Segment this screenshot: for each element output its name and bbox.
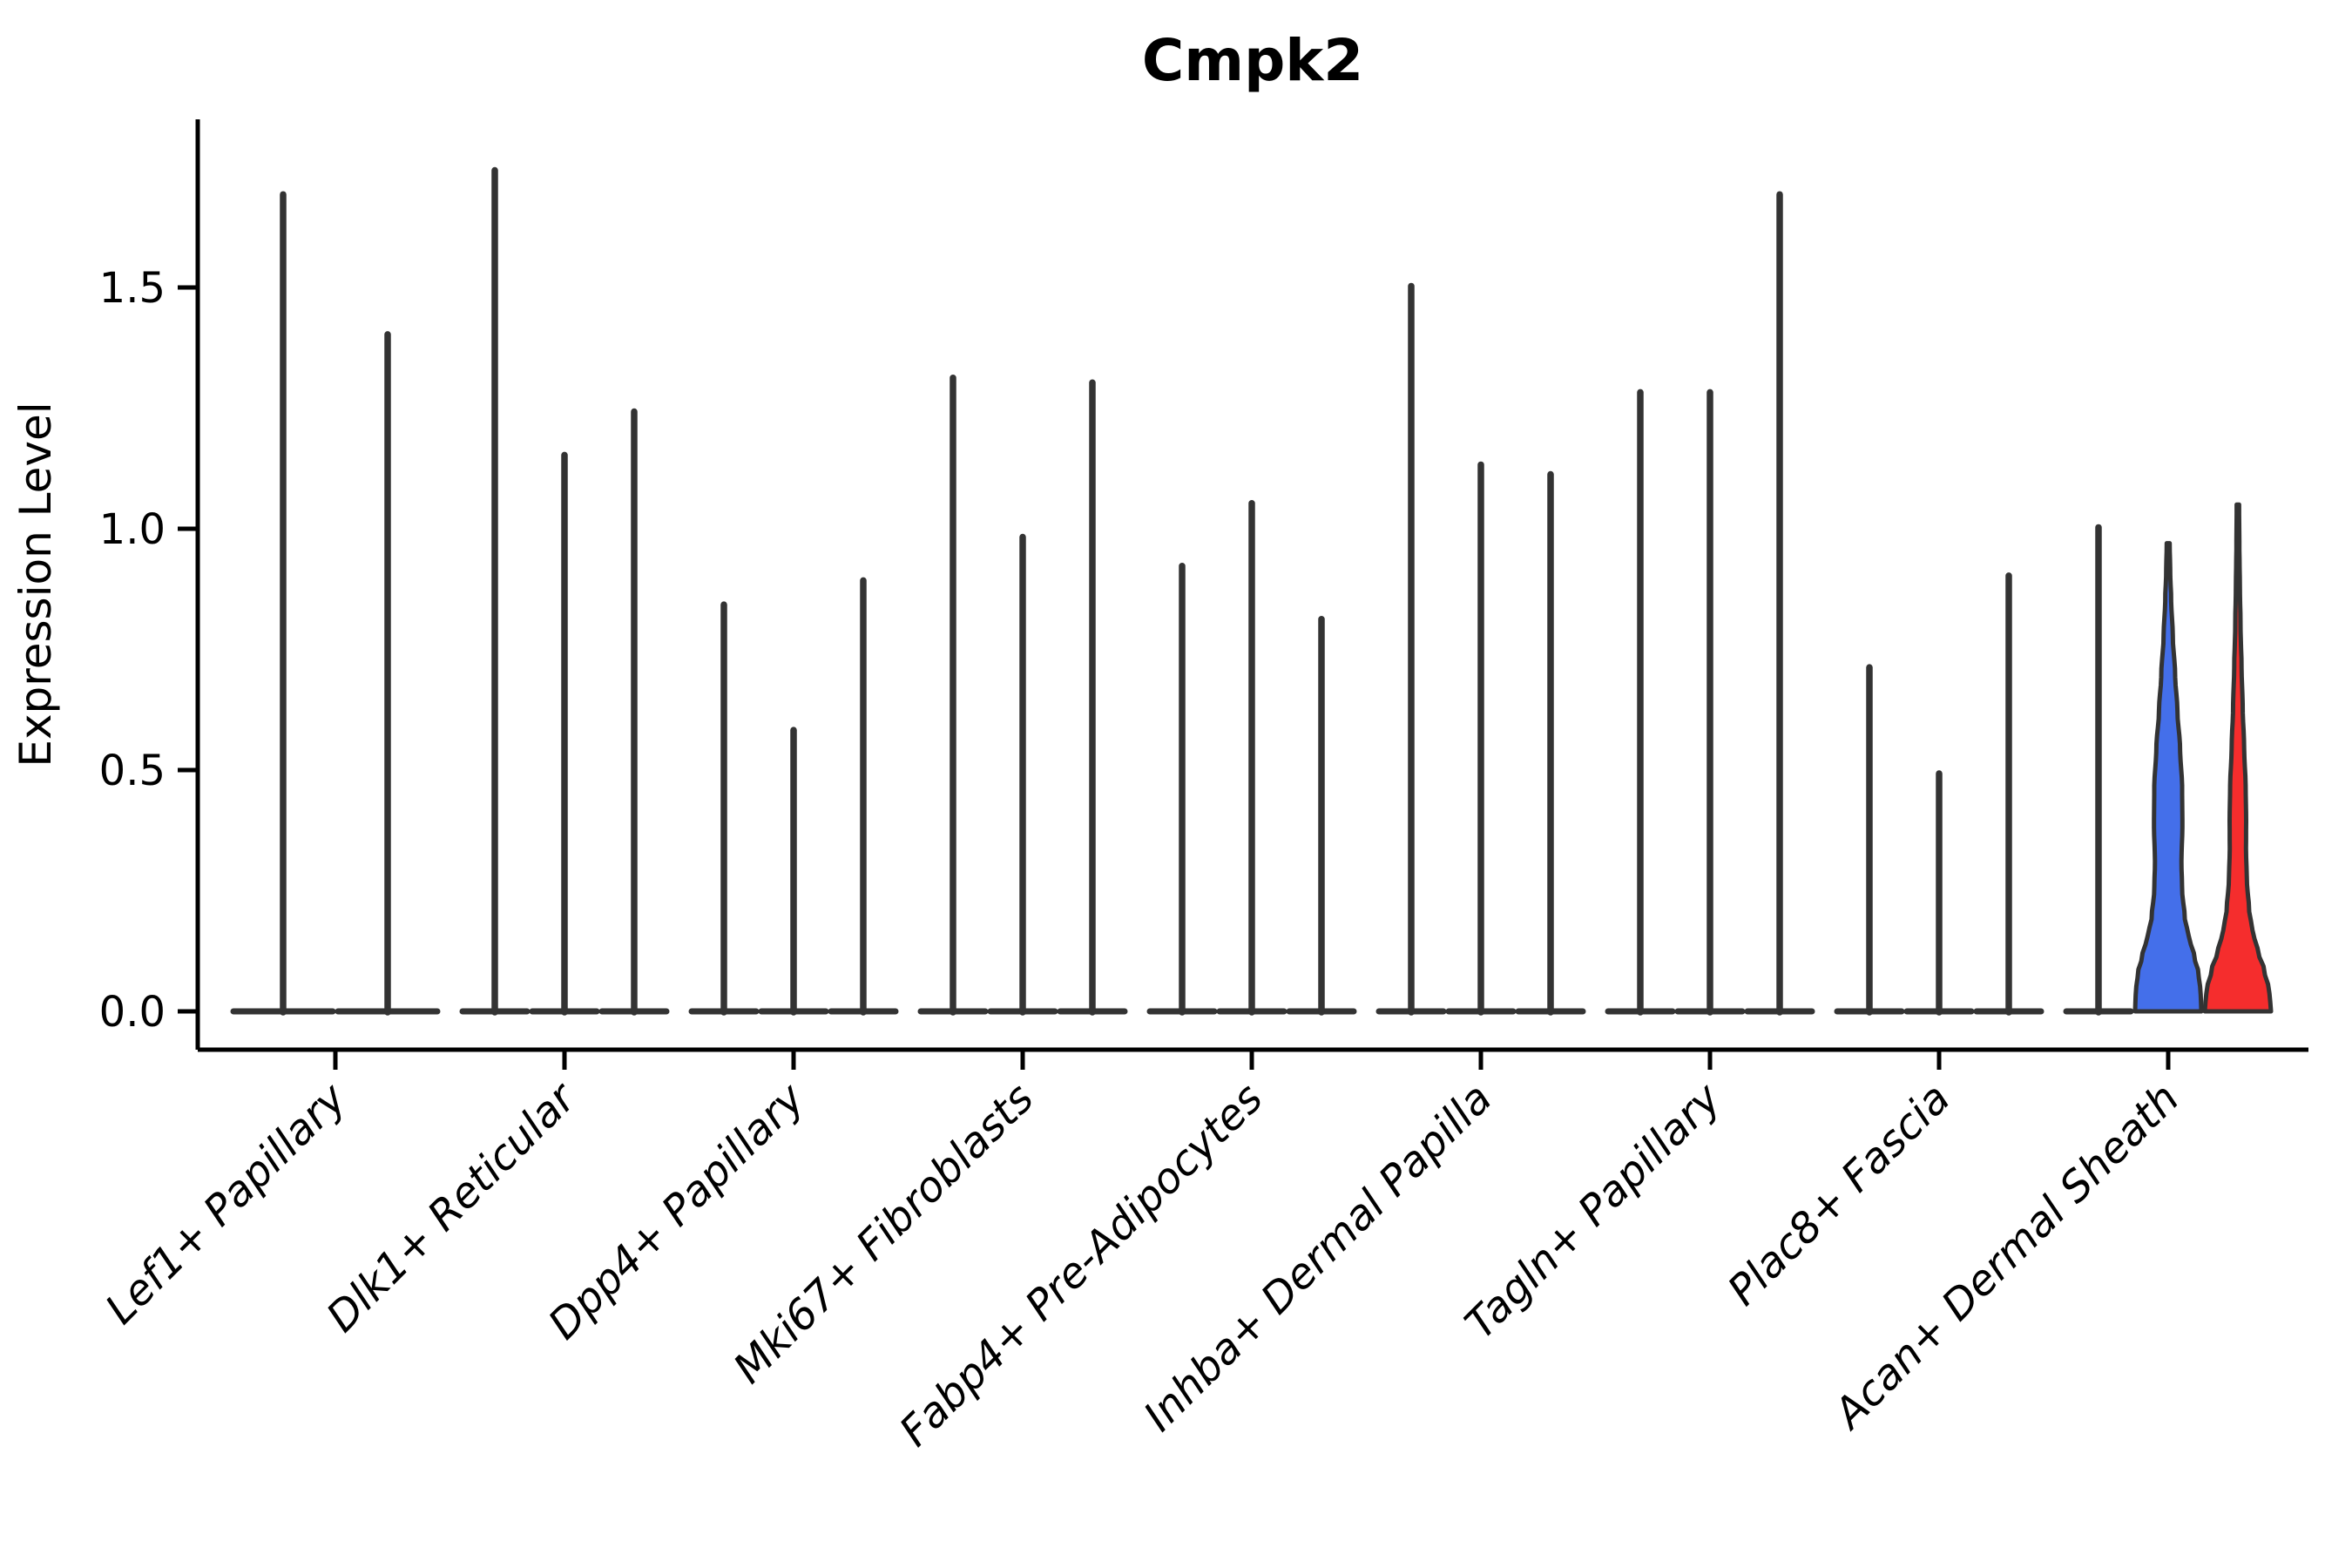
violin-group: [917, 374, 1128, 1016]
violin-body-red: [2202, 502, 2274, 1014]
x-category-label: Dlk1+ Reticular: [317, 1072, 587, 1342]
y-axis-title: Expression Level: [10, 402, 61, 767]
violin-group: [1375, 282, 1586, 1016]
x-category-label: Dpp4+ Papillary: [539, 1073, 814, 1348]
y-tick-label: 0.5: [99, 747, 166, 795]
violin-body-blue: [2132, 541, 2204, 1014]
violin-group: [1605, 191, 1815, 1016]
x-category-label: Lef1+ Papillary: [96, 1073, 356, 1334]
violin-group: [1146, 500, 1357, 1016]
violin-group: [688, 577, 899, 1016]
violin-group: [1834, 572, 2044, 1016]
y-tick-label: 1.5: [99, 264, 166, 313]
x-category-label: Plac8+ Fascia: [1719, 1074, 1960, 1315]
y-tick-label: 1.0: [99, 505, 166, 554]
violin-group: [459, 166, 670, 1016]
violin-group: [2063, 502, 2274, 1016]
violin-group: [230, 191, 441, 1016]
y-tick-label: 0.0: [99, 988, 166, 1037]
x-category-label: Tagln+ Papillary: [1456, 1073, 1731, 1348]
chart-title: Cmpk2: [1142, 27, 1363, 94]
violin-layer: [230, 166, 2274, 1016]
x-category-label: Fabp4+ Pre-Adipocytes: [890, 1074, 1273, 1456]
